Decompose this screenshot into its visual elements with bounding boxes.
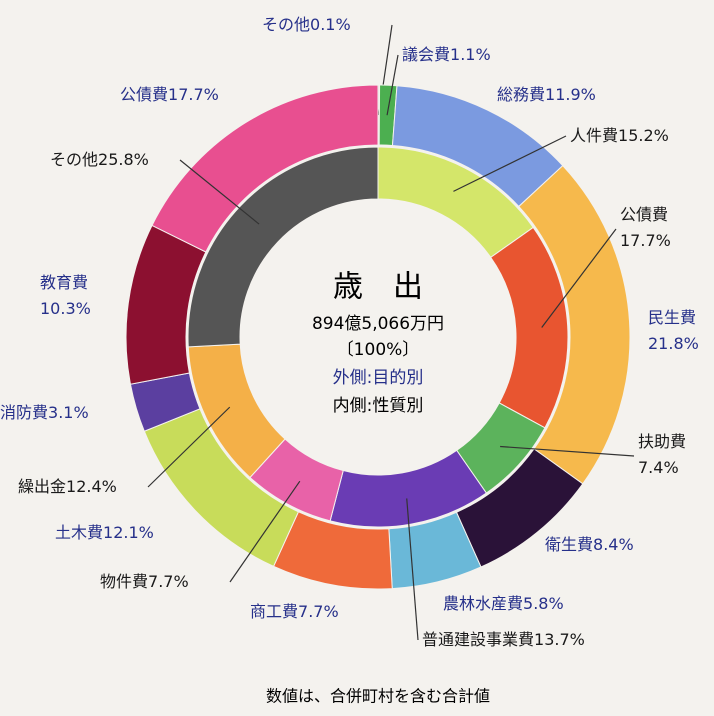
chart-title: 歳 出 [333,270,423,305]
donut-segment [187,146,379,348]
label-name: その他 [50,150,98,169]
leader-line [453,135,567,192]
label-value: 0.1% [310,15,351,34]
leader-line [147,406,231,488]
segment-label: その他0.1% [262,15,351,34]
label-name: 土木費 [55,523,103,542]
label-name: 人件費 [570,126,618,145]
label-name: 総務費 [497,85,545,104]
segment-label: 民生費 21.8% [648,308,699,353]
label-name: 公債費 [120,85,168,104]
label-value: 12.4% [66,477,117,496]
label-value: 7.7% [148,572,189,591]
label-value: 12.1% [103,523,154,542]
label-value: 7.4% [638,458,679,477]
label-value: 17.7% [168,85,219,104]
ring-note: 外側:目的別 [333,368,424,388]
donut-segment [151,84,379,253]
label-value: 13.7% [534,630,585,649]
label-value: 7.7% [298,602,339,621]
segment-label: 人件費15.2% [570,126,669,145]
label-name: 普通建設事業費 [422,630,534,649]
label-name: 民生費 [648,308,696,327]
label-value: 25.8% [98,150,149,169]
leader-line [500,445,635,457]
ring-note: 内側:性質別 [333,396,424,416]
segment-label: 公債費17.7% [120,85,219,104]
leader-line [406,498,419,641]
segment-label: 繰出金12.4% [18,477,117,496]
footnote: 数値は、合併町村を含む合計値 [266,687,490,706]
label-value: 21.8% [648,334,699,353]
label-name: 衛生費 [545,535,593,554]
segment-label: 農林水産費5.8% [443,594,564,613]
total-share: 〔100%〕 [337,340,420,360]
segment-label: その他25.8% [50,150,149,169]
label-name: 農林水産費 [443,594,523,613]
segment-label: 議会費1.1% [402,45,491,64]
label-name: 物件費 [100,572,148,591]
segment-label: 物件費7.7% [100,572,189,591]
label-name: その他 [262,15,310,34]
label-name: 扶助費 [638,432,686,451]
label-value: 8.4% [593,535,634,554]
label-name: 消防費 [0,403,48,422]
label-value: 10.3% [40,299,91,318]
segment-label: 総務費11.9% [497,85,596,104]
segment-label: 商工費7.7% [250,602,339,621]
label-value: 1.1% [450,45,491,64]
label-value: 5.8% [523,594,564,613]
segment-label: 土木費12.1% [55,523,154,542]
label-value: 15.2% [618,126,669,145]
label-name: 公債費 [620,205,668,224]
segment-label: 公債費 17.7% [620,205,671,250]
label-value: 17.7% [620,231,671,250]
label-name: 議会費 [402,45,450,64]
segment-label: 扶助費 7.4% [638,432,686,477]
leader-line [229,480,301,583]
segment-label: 普通建設事業費13.7% [422,630,585,649]
leader-line [386,54,399,116]
label-value: 3.1% [48,403,89,422]
label-value: 11.9% [545,85,596,104]
total: 894億5,066万円 [312,314,444,334]
leader-line [179,159,260,225]
segment-label: 消防費3.1% [0,403,89,422]
segment-label: 衛生費8.4% [545,535,634,554]
label-name: 商工費 [250,602,298,621]
leader-line [541,228,617,328]
label-name: 繰出金 [18,477,66,496]
label-name: 教育費 [40,273,88,292]
segment-label: 教育費 10.3% [40,273,91,318]
